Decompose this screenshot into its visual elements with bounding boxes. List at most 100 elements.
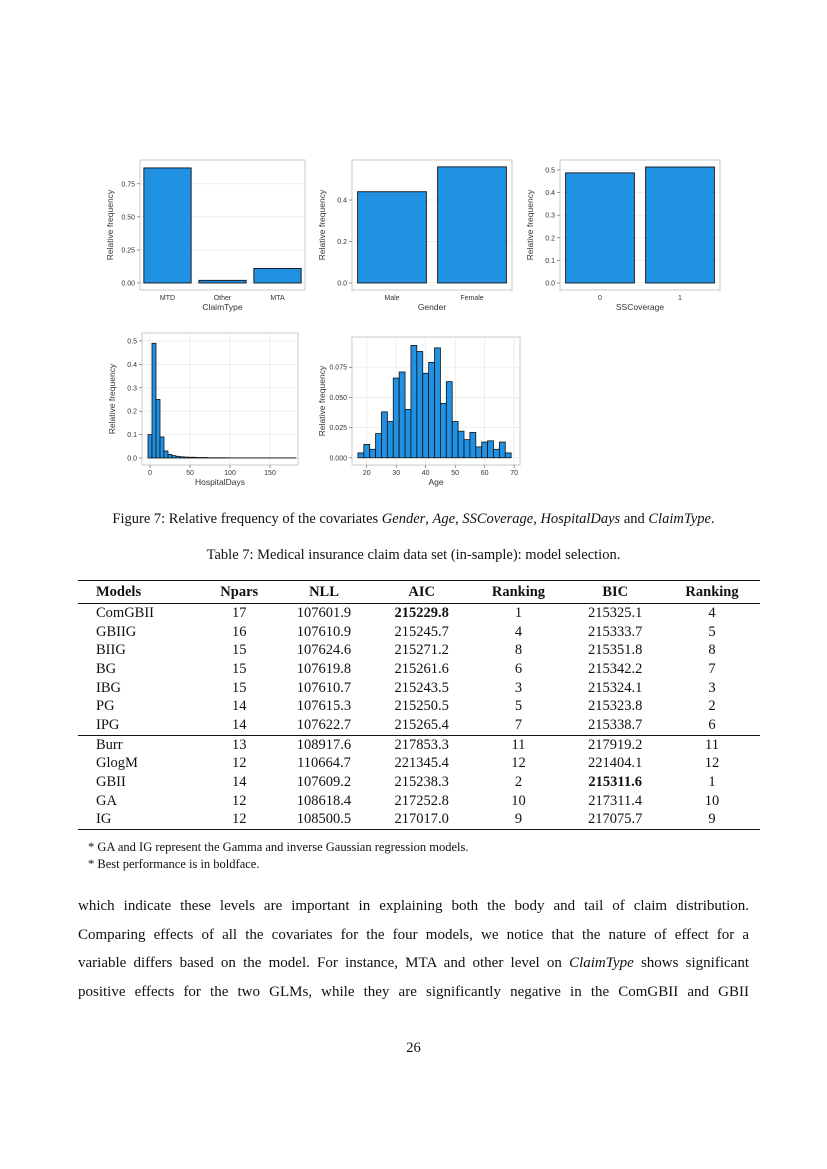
y-axis-label: Relative frequency [525, 189, 535, 260]
y-tick-label: 0.75 [121, 181, 135, 188]
header-cell: Models [96, 583, 142, 600]
y-tick-label: 0.3 [545, 213, 555, 220]
table-row: IG 12 108500.5 217017.0 9 217075.7 9 [78, 811, 760, 830]
note: * GA and IG represent the Gamma and inve… [88, 840, 469, 854]
table-cell: PG [96, 698, 115, 715]
histogram-bar [445, 381, 453, 459]
histogram-bar [498, 441, 506, 459]
y-tick-label: 0.000 [329, 455, 347, 462]
bar [565, 172, 635, 284]
table-cell: 217919.2 [588, 736, 643, 753]
x-tick-label: 30 [392, 470, 400, 477]
histogram-bar [475, 446, 483, 459]
table-cell: 108618.4 [296, 792, 352, 809]
table-cell: 3 [708, 679, 716, 696]
table-cell: 107609.2 [296, 774, 352, 791]
table-cell: 221345.4 [394, 755, 449, 772]
x-tick-label: 60 [481, 470, 489, 477]
table-cell: 1 [708, 774, 716, 791]
text-run: and [620, 511, 649, 527]
histogram-bar [457, 430, 465, 459]
table-cell: 12 [704, 755, 720, 772]
histogram-bar [151, 342, 157, 459]
histogram-bar [410, 345, 418, 459]
text-run: Age [432, 511, 456, 527]
table-row: IPG 14 107622.7 215265.4 7 215338.7 6 [78, 716, 760, 735]
table-cell: 17 [231, 604, 247, 621]
table-cell: 12 [231, 792, 247, 809]
table-cell: BG [96, 660, 117, 677]
table-row: GBIIG 16 107610.9 215245.7 4 215333.7 5 [78, 623, 760, 642]
table-cell: 1 [514, 604, 523, 621]
x-axis-label: Gender [418, 302, 447, 312]
table-notes: * GA and IG represent the Gamma and inve… [88, 839, 468, 873]
page-number: 26 [406, 1040, 421, 1056]
y-tick-label: 0.50 [121, 214, 135, 221]
table-cell: 16 [231, 623, 247, 640]
table-cell: 217252.8 [394, 792, 449, 809]
table-cell: GlogM [96, 755, 138, 772]
x-tick-label: 50 [186, 470, 194, 477]
x-tick-label: MTD [160, 295, 175, 302]
table-row: BIIG 15 107624.6 215271.2 8 215351.8 8 [78, 641, 760, 660]
table-cell: IG [96, 811, 112, 828]
histogram-bar [183, 456, 189, 459]
table-cell: 15 [231, 642, 247, 659]
text-run: , [425, 511, 433, 527]
table-cell: 107615.3 [296, 698, 352, 715]
x-tick-label: 150 [264, 470, 276, 477]
y-tick-label: 0.3 [127, 385, 137, 392]
table-cell: 107610.7 [296, 679, 352, 696]
x-tick-label: 0 [598, 295, 602, 302]
x-tick-label: 50 [451, 470, 459, 477]
text-run: , [455, 511, 463, 527]
y-tick-label: 0.4 [545, 190, 555, 197]
x-tick-label: 0 [148, 470, 152, 477]
table-cell: 217017.0 [394, 811, 449, 828]
table-cell: 217311.4 [588, 792, 643, 809]
table-cell: 15 [231, 660, 247, 677]
table-cell: 215265.4 [394, 716, 449, 733]
table-cell: 9 [708, 811, 716, 828]
paragraph: which indicate these levels are importan… [78, 898, 749, 1012]
table-cell: GA [96, 792, 117, 809]
table-row: GA 12 108618.4 217252.8 10 217311.4 10 [78, 792, 760, 811]
header-cell: NLL [309, 583, 339, 600]
table-cell: 12 [231, 811, 247, 828]
histogram-bar [179, 456, 185, 459]
x-tick-label: Female [460, 295, 483, 302]
x-tick-label: 1 [678, 295, 682, 302]
table-cell: 217075.7 [588, 811, 643, 828]
bar [357, 191, 427, 284]
x-axis-label: HospitalDays [195, 477, 245, 487]
histogram-bar [375, 433, 382, 459]
y-axis-label: Relative frequency [107, 363, 117, 434]
histogram-bar [155, 399, 161, 459]
table-cell: 215342.2 [588, 660, 643, 677]
table-row: IBG 15 107610.7 215243.5 3 215324.1 3 [78, 679, 760, 698]
text-run: which indicate these levels are importan… [78, 898, 749, 914]
y-tick-label: 0.075 [329, 365, 347, 372]
y-tick-label: 0.1 [127, 432, 137, 439]
bar [645, 166, 715, 284]
table: Models Npars NLL AIC Ranking BIC Ranking ComGBI… [78, 580, 760, 830]
table-cell: 2 [514, 774, 523, 791]
table-cell: 6 [514, 660, 523, 677]
header-cell: Npars [220, 583, 259, 600]
y-tick-label: 0.25 [121, 247, 135, 254]
table-cell: 110664.7 [297, 755, 351, 772]
table-row: GlogM 12 110664.7 221345.4 12 221404.1 12 [78, 755, 760, 774]
y-tick-label: 0.050 [329, 395, 347, 402]
text-run: ClaimType [648, 511, 711, 527]
row-group: ComGBII 17 107601.9 215229.8 1 215325.1 4 GBIIG… [78, 604, 760, 736]
table-cell: 14 [231, 698, 247, 715]
y-tick-label: 0.0 [127, 455, 137, 462]
y-tick-label: 0.5 [545, 167, 555, 174]
header-cell: Ranking [491, 583, 546, 600]
bar [143, 167, 192, 284]
table-cell: 215271.2 [394, 642, 449, 659]
text-line: variable differs based on the model. For… [78, 955, 749, 984]
table-cell: 4 [514, 623, 523, 640]
y-axis-label: Relative frequency [105, 189, 115, 260]
